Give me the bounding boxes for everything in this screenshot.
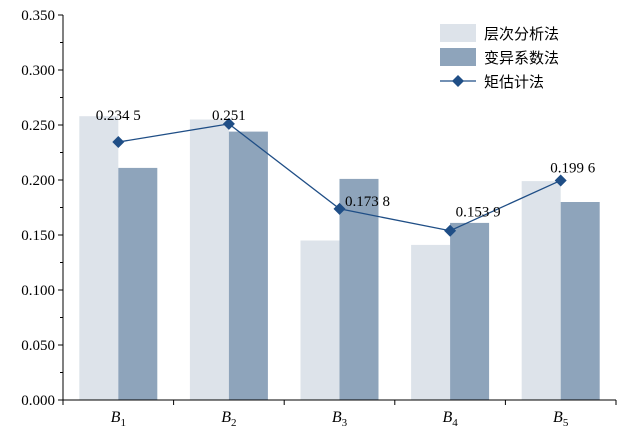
bar-series2-cat4: [450, 222, 490, 400]
x-category-label: B4: [442, 409, 458, 429]
x-category-label: B1: [111, 409, 126, 429]
data-labels-layer: 0.234 5 0.251 0.173 8 0.153 9 0.199 6: [96, 108, 596, 221]
legend-label-1: 层次分析法: [484, 25, 559, 43]
legend-marker: [452, 75, 464, 87]
line-series-layer: [112, 117, 567, 237]
legend-label-3: 矩估计法: [484, 73, 544, 91]
bar-series2-cat5: [560, 202, 600, 400]
legend-label-2: 变异系数法: [484, 49, 559, 67]
y-tick-label: 0.300: [21, 63, 55, 79]
legend-swatch-1: [440, 24, 476, 42]
x-category-label: B5: [553, 409, 569, 429]
y-tick-label: 0.150: [21, 228, 55, 244]
y-tick-label: 0.000: [21, 393, 55, 409]
data-label-cat1: 0.234 5: [96, 108, 141, 124]
y-tick-label: 0.350: [21, 8, 55, 24]
line-marker-cat5: [554, 174, 567, 187]
data-label-cat3: 0.173 8: [345, 194, 390, 210]
x-category-label: B3: [332, 409, 348, 429]
bar-series1-cat5: [521, 181, 561, 400]
data-label-cat2: 0.251: [212, 108, 246, 124]
bars-layer: [79, 116, 600, 400]
y-tick-label: 0.100: [21, 283, 55, 299]
line-marker-cat3: [333, 202, 346, 215]
bar-series2-cat2: [228, 131, 268, 400]
bar-series1-cat3: [300, 240, 340, 400]
legend-swatch-2: [440, 48, 476, 66]
y-tick-label: 0.200: [21, 173, 55, 189]
line-marker-cat2: [222, 117, 235, 130]
bar-series1-cat4: [411, 244, 451, 400]
y-tick-label: 0.050: [21, 338, 55, 354]
bar-series1-cat2: [189, 119, 229, 400]
bar-series2-cat1: [118, 167, 158, 400]
y-tick-label: 0.250: [21, 118, 55, 134]
data-label-cat5: 0.199 6: [550, 160, 596, 176]
line-marker-cat4: [444, 224, 457, 237]
bar-series1-cat1: [79, 116, 119, 400]
x-category-label: B2: [221, 409, 236, 429]
line-marker-cat1: [112, 136, 125, 149]
axes-layer: 0.000 0.050 0.100 0.150 0.200 0.250 0.300 0.350…: [21, 8, 617, 429]
data-label-cat4: 0.153 9: [456, 205, 501, 221]
